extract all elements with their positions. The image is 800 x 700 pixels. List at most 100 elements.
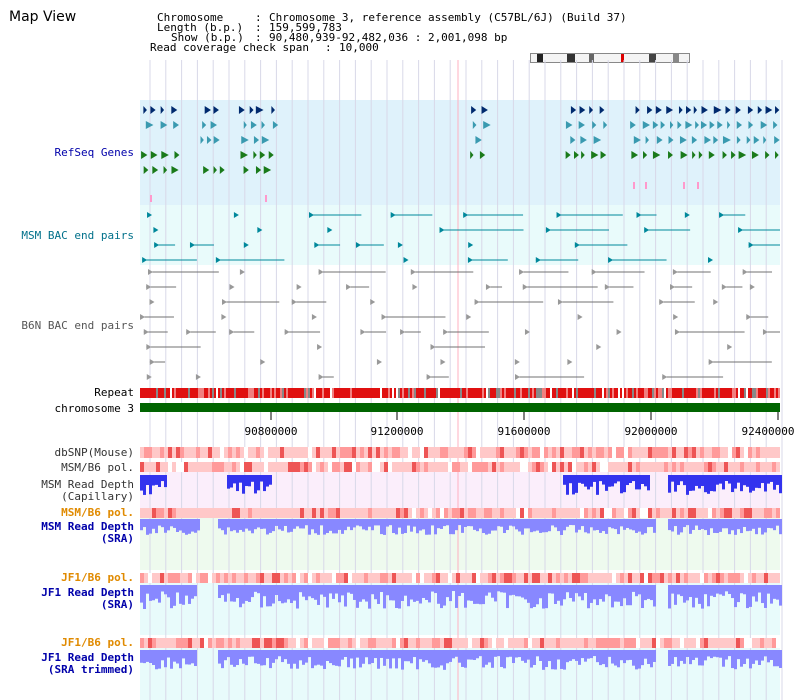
polymorphism-cell — [680, 638, 684, 648]
depth-bar — [668, 650, 671, 666]
depth-bar — [467, 650, 470, 660]
depth-bar — [428, 585, 431, 603]
polymorphism-cell — [756, 508, 760, 518]
depth-bar — [332, 650, 335, 666]
depth-bar — [275, 650, 278, 660]
polymorphism-cell — [204, 508, 208, 518]
polymorphism-cell — [324, 638, 328, 648]
track-label-b6n-bac[interactable]: B6N BAC end pairs — [21, 319, 134, 332]
polymorphism-cell — [300, 462, 304, 472]
depth-bar — [599, 650, 602, 666]
depth-bar — [638, 650, 641, 669]
depth-bar — [353, 519, 356, 528]
depth-bar — [722, 650, 725, 667]
polymorphism-cell — [532, 508, 536, 518]
polymorphism-cell — [544, 447, 548, 458]
track-label-refseq[interactable]: RefSeq Genes — [54, 146, 134, 159]
gene-feature — [471, 106, 477, 114]
depth-bar — [710, 650, 713, 659]
polymorphism-cell — [556, 447, 560, 458]
polymorphism-cell — [684, 508, 688, 518]
polymorphism-cell — [268, 638, 272, 648]
depth-bar — [674, 519, 677, 527]
polymorphism-cell — [460, 447, 464, 458]
depth-bar — [224, 650, 227, 661]
polymorphism-cell — [740, 447, 744, 458]
polymorphism-cell — [548, 638, 552, 648]
depth-bar — [446, 519, 449, 526]
depth-bar — [644, 519, 647, 534]
polymorphism-cell — [580, 638, 584, 648]
gene-feature — [570, 106, 577, 114]
repeat-block — [594, 388, 596, 398]
polymorphism-cell — [236, 508, 240, 518]
polymorphism-cell — [352, 462, 356, 472]
polymorphism-cell — [292, 462, 296, 472]
depth-bar — [704, 650, 707, 661]
repeat-block — [296, 388, 298, 398]
polymorphism-cell — [764, 638, 768, 648]
depth-bar — [713, 519, 716, 533]
polymorphism-cell — [432, 508, 436, 518]
depth-bar — [776, 650, 779, 667]
depth-bar — [242, 475, 245, 494]
depth-bar — [434, 650, 437, 668]
polymorphism-cell — [640, 447, 644, 458]
polymorphism-cell — [232, 508, 236, 518]
depth-bar — [689, 585, 692, 598]
depth-bar — [539, 650, 542, 661]
polymorphism-cell — [164, 447, 168, 458]
polymorphism-cell — [536, 638, 540, 648]
repeat-block — [140, 388, 142, 398]
polymorphism-cell — [404, 462, 408, 472]
polymorphism-cell — [424, 447, 428, 458]
depth-bar — [383, 650, 386, 666]
repeat-block — [564, 388, 566, 398]
depth-bar — [470, 650, 473, 660]
depth-bar — [176, 519, 179, 533]
depth-bar — [443, 650, 446, 670]
polymorphism-cell — [464, 508, 468, 518]
depth-bar — [503, 519, 506, 534]
polymorphism-cell — [440, 508, 444, 518]
repeat-block — [382, 388, 384, 398]
depth-bar — [710, 519, 713, 529]
chromosome-ideogram[interactable] — [530, 53, 690, 63]
polymorphism-cell — [472, 462, 476, 472]
bac-end — [381, 314, 387, 320]
depth-bar — [719, 475, 722, 484]
bac-end — [485, 284, 491, 290]
polymorphism-cell — [280, 508, 284, 518]
depth-bar — [143, 519, 146, 528]
gene-feature — [161, 151, 169, 159]
polymorphism-cell — [452, 573, 456, 583]
polymorphism-cell — [720, 462, 724, 472]
polymorphism-cell — [252, 508, 256, 518]
polymorphism-cell — [776, 508, 780, 518]
polymorphism-cell — [720, 508, 724, 518]
gene-feature — [213, 106, 219, 114]
repeat-block — [676, 388, 678, 398]
polymorphism-cell — [548, 447, 552, 458]
depth-bar — [356, 650, 359, 658]
polymorphism-cell — [392, 462, 396, 472]
polymorphism-cell — [256, 573, 260, 583]
depth-bar — [152, 475, 155, 486]
depth-bar — [710, 585, 713, 596]
depth-bar — [611, 650, 614, 664]
depth-bar — [704, 475, 707, 493]
repeat-block — [474, 388, 476, 398]
gene-feature — [160, 106, 165, 114]
repeat-block — [482, 388, 484, 398]
depth-bar — [638, 519, 641, 532]
repeat-block — [696, 388, 698, 398]
polymorphism-cell — [564, 508, 568, 518]
polymorphism-cell — [156, 508, 160, 518]
gene-feature — [204, 106, 211, 114]
polymorphism-cell — [604, 638, 608, 648]
depth-bar — [371, 585, 374, 595]
track-label-msm-bac[interactable]: MSM BAC end pairs — [21, 229, 134, 242]
polymorphism-cell — [260, 638, 264, 648]
polymorphism-cell — [340, 638, 344, 648]
